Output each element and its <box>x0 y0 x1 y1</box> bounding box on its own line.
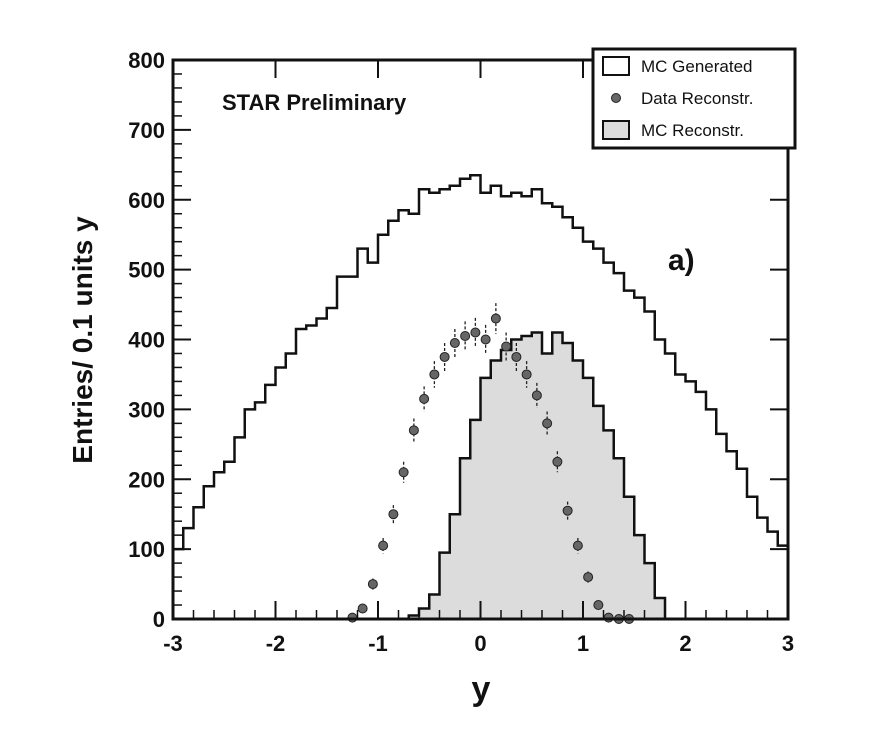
data-point <box>521 369 532 380</box>
data-point <box>388 509 399 520</box>
series-data-reconstr <box>347 303 635 624</box>
x-tick-label: 0 <box>474 631 486 656</box>
data-point <box>593 600 604 611</box>
annotation-star-preliminary: STAR Preliminary <box>222 90 407 115</box>
x-tick-label: -3 <box>163 631 183 656</box>
panel-label: a) <box>668 244 695 277</box>
plot-layer <box>173 174 788 624</box>
data-point <box>470 327 481 338</box>
x-axis-title: y <box>472 670 491 708</box>
y-axis-title: Entries/ 0.1 units y <box>67 216 98 464</box>
legend-swatch-mc-generated <box>602 56 630 76</box>
data-point <box>490 313 501 324</box>
x-tick-label: 1 <box>577 631 589 656</box>
data-point <box>511 351 522 362</box>
x-tick-label: 3 <box>782 631 794 656</box>
legend-entry-label: MC Reconstr. <box>641 121 744 140</box>
data-point <box>378 540 389 551</box>
data-point <box>562 505 573 516</box>
data-point <box>501 341 512 352</box>
y-tick-label: 300 <box>128 397 165 422</box>
y-tick-label: 400 <box>128 328 165 353</box>
y-tick-label: 0 <box>153 607 165 632</box>
data-point <box>449 337 460 348</box>
data-point <box>480 334 491 345</box>
y-tick-label: 600 <box>128 188 165 213</box>
y-tick-label: 700 <box>128 118 165 143</box>
data-point <box>357 603 368 614</box>
y-tick-label: 100 <box>128 537 165 562</box>
mc-reconstr-filled-histogram <box>407 331 667 621</box>
axis-ticks: 0 100 200 300 400 500 600 700 800 -3 -2 -1 0 1 2 3 <box>128 48 794 656</box>
x-tick-label: -2 <box>266 631 286 656</box>
data-point <box>572 540 583 551</box>
y-tick-label: 500 <box>128 258 165 283</box>
data-point <box>429 369 440 380</box>
legend-swatch-data-reconstr <box>611 93 621 103</box>
data-point <box>439 351 450 362</box>
data-point <box>367 579 378 590</box>
series-mc-reconstr <box>407 331 667 621</box>
series-mc-generated <box>173 174 788 551</box>
data-point <box>408 425 419 436</box>
x-tick-label: 2 <box>679 631 691 656</box>
data-point <box>398 467 409 478</box>
mc-generated-step-line <box>173 174 788 551</box>
legend-entry-label: Data Reconstr. <box>641 89 753 108</box>
data-point <box>419 393 430 404</box>
legend: MC Generated Data Reconstr. MC Reconstr. <box>591 47 797 150</box>
x-tick-label: -1 <box>368 631 388 656</box>
legend-entry-label: MC Generated <box>641 57 753 76</box>
data-point <box>552 456 563 467</box>
y-tick-label: 200 <box>128 467 165 492</box>
y-tick-label: 800 <box>128 48 165 73</box>
data-point <box>531 390 542 401</box>
data-point <box>460 331 471 342</box>
legend-swatch-mc-reconstr <box>602 120 630 140</box>
data-point <box>542 418 553 429</box>
data-point <box>583 572 594 583</box>
